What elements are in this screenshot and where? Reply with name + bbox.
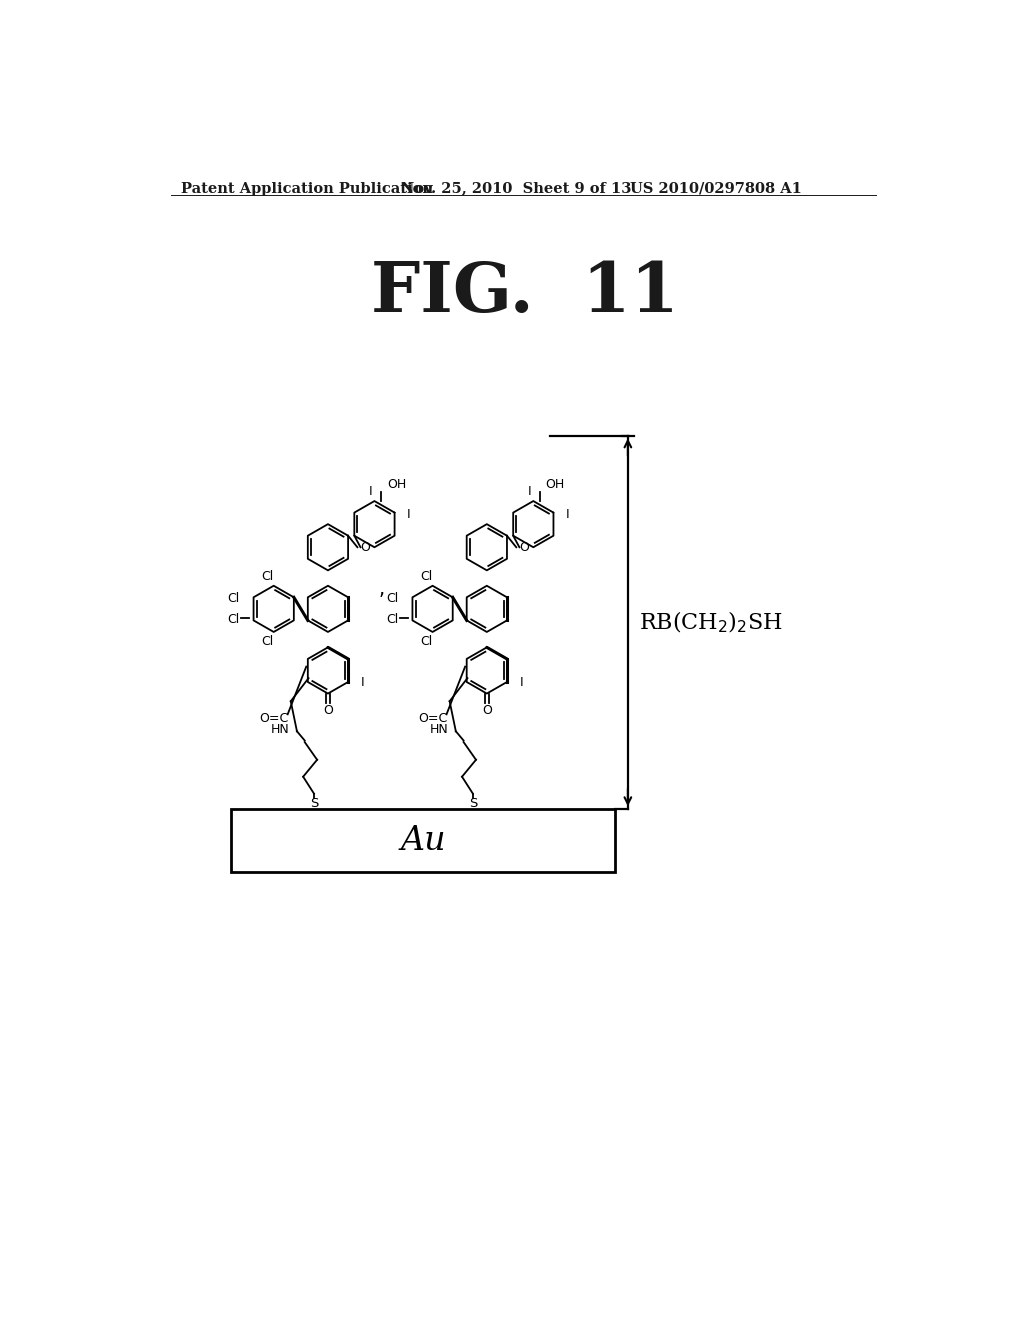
- Text: Cl: Cl: [420, 635, 432, 648]
- Text: O=C: O=C: [259, 711, 289, 725]
- Text: I: I: [527, 486, 531, 499]
- Text: Au: Au: [400, 825, 445, 857]
- Text: Nov. 25, 2010  Sheet 9 of 13: Nov. 25, 2010 Sheet 9 of 13: [400, 182, 631, 195]
- Text: Cl: Cl: [386, 612, 398, 626]
- Text: OH: OH: [387, 478, 407, 491]
- Text: RB(CH$_2$)$_2$SH: RB(CH$_2$)$_2$SH: [639, 610, 782, 635]
- Text: S: S: [469, 797, 477, 810]
- Text: I: I: [566, 508, 569, 521]
- Text: O: O: [519, 541, 529, 554]
- Text: HN: HN: [270, 723, 289, 737]
- Text: FIG.  11: FIG. 11: [371, 259, 679, 326]
- Text: ,: ,: [379, 579, 385, 599]
- Text: I: I: [369, 486, 373, 499]
- Text: Cl: Cl: [227, 591, 240, 605]
- Text: US 2010/0297808 A1: US 2010/0297808 A1: [630, 182, 802, 195]
- Text: Cl: Cl: [420, 570, 432, 583]
- Text: HN: HN: [429, 723, 449, 737]
- Text: S: S: [310, 797, 318, 810]
- Text: Cl: Cl: [261, 570, 273, 583]
- Text: I: I: [360, 676, 365, 689]
- Text: O: O: [360, 541, 371, 554]
- Text: Cl: Cl: [261, 635, 273, 648]
- Text: Patent Application Publication: Patent Application Publication: [180, 182, 433, 195]
- Text: OH: OH: [546, 478, 565, 491]
- Text: O: O: [323, 704, 333, 717]
- Text: Cl: Cl: [227, 612, 240, 626]
- Text: I: I: [407, 508, 411, 521]
- Text: Cl: Cl: [386, 591, 398, 605]
- Text: I: I: [519, 676, 523, 689]
- Bar: [231, 809, 614, 873]
- Text: O: O: [482, 704, 492, 717]
- Text: O=C: O=C: [418, 711, 447, 725]
